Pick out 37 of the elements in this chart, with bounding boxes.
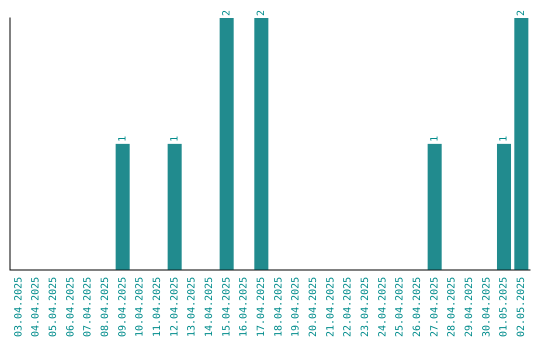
x-tick-label: 12.04.2025: [169, 276, 180, 338]
x-tick-label: 03.04.2025: [13, 276, 24, 338]
x-tick-label: 02.05.2025: [516, 276, 527, 338]
x-tick-label: 11.04.2025: [152, 276, 163, 338]
x-tick-label: 13.04.2025: [186, 276, 198, 338]
x-tick-label: 18.04.2025: [273, 276, 284, 338]
x-tick-label: 23.04.2025: [360, 276, 371, 338]
x-tick-label: 30.04.2025: [481, 276, 492, 338]
data-label: 1: [169, 136, 180, 142]
x-tick-label: 14.04.2025: [204, 276, 215, 338]
x-tick-label: 15.04.2025: [221, 276, 232, 338]
x-tick-label: 25.04.2025: [394, 276, 406, 338]
x-tick-label: 24.04.2025: [377, 276, 388, 338]
data-label: 1: [429, 136, 440, 142]
x-tick-label: 05.04.2025: [48, 276, 59, 338]
x-tick-label: 01.05.2025: [498, 276, 510, 338]
data-label: 2: [256, 10, 267, 16]
x-tick-label: 22.04.2025: [342, 276, 354, 338]
x-tick-label: 26.04.2025: [412, 276, 423, 338]
x-tick-label: 09.04.2025: [117, 276, 128, 338]
data-label: 2: [516, 10, 527, 16]
data-label: 2: [221, 10, 232, 16]
x-tick-label: 21.04.2025: [325, 276, 336, 338]
x-tick-label: 16.04.2025: [238, 276, 250, 338]
x-tick-label: 17.04.2025: [256, 276, 267, 338]
x-tick-label: 28.04.2025: [446, 276, 458, 338]
data-label: 1: [498, 136, 510, 142]
x-tick-label: 10.04.2025: [134, 276, 146, 338]
x-tick-label: 06.04.2025: [65, 276, 76, 338]
x-tick-label: 08.04.2025: [100, 276, 111, 338]
x-tick-label: 07.04.2025: [82, 276, 94, 338]
x-tick-label: 20.04.2025: [308, 276, 319, 338]
x-tick-label: 04.04.2025: [30, 276, 42, 338]
data-label: 1: [117, 136, 128, 142]
x-tick-label: 27.04.2025: [429, 276, 440, 338]
x-tick-label: 19.04.2025: [290, 276, 302, 338]
x-tick-label: 29.04.2025: [464, 276, 475, 338]
